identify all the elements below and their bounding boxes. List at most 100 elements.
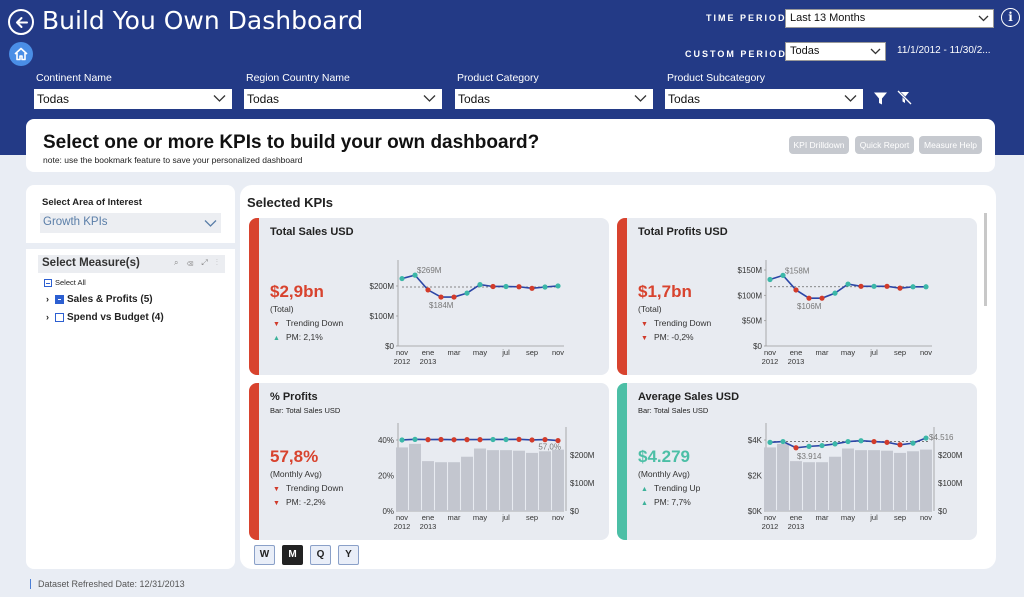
data-point[interactable] [529,285,535,291]
data-point[interactable] [542,284,548,290]
bar-mark[interactable] [513,450,525,511]
data-point[interactable] [923,435,929,441]
bar-mark[interactable] [868,450,880,511]
bar-mark[interactable] [461,456,473,511]
data-point[interactable] [767,439,773,445]
data-point[interactable] [464,290,470,296]
data-point[interactable] [793,287,799,293]
bar-mark[interactable] [474,448,486,511]
kpi-chart[interactable]: $200M $100M $0 $269M $184M nov ene mar may jul sep… [249,218,609,375]
chevron-right-icon[interactable]: › [46,294,49,304]
select-all-option[interactable]: Select All [44,278,86,288]
back-arrow-icon[interactable] [8,9,34,35]
info-icon[interactable]: i [1001,8,1020,27]
region-dropdown[interactable]: Todas [244,89,442,109]
data-point[interactable] [923,284,929,290]
data-point[interactable] [490,283,496,290]
data-point[interactable] [780,272,786,278]
data-point[interactable] [845,438,851,445]
kpi-card[interactable]: Total Profits USD $1,7bn (Total) ▼ Trending … [617,218,977,375]
kpi-card[interactable]: Average Sales USD Bar: Total Sales USD $4.… [617,383,977,540]
data-point[interactable] [477,437,483,443]
checkbox-partial-icon[interactable] [55,294,64,304]
data-point[interactable] [503,436,509,443]
bar-mark[interactable] [920,449,932,511]
data-point[interactable] [793,445,799,451]
checkbox-icon[interactable] [55,312,64,322]
granularity-quarter-button[interactable]: Q [310,545,331,565]
data-point[interactable] [555,283,561,289]
bar-mark[interactable] [907,451,919,511]
data-point[interactable] [884,283,890,289]
data-point[interactable] [477,282,483,288]
data-point[interactable] [832,441,838,447]
data-point[interactable] [780,438,786,445]
data-point[interactable] [832,290,838,296]
data-point[interactable] [858,438,864,444]
time-period-dropdown[interactable]: Last 13 Months [785,9,994,28]
kpi-chart[interactable]: 40% 20% 0% $200M $100M $0 57,0% nov ene mar may jul… [249,383,609,540]
kpi-card[interactable]: % Profits Bar: Total Sales USD 57,8% (Month… [249,383,609,540]
bar-mark[interactable] [803,462,815,511]
data-point[interactable] [871,438,877,445]
data-point[interactable] [529,437,535,443]
data-point[interactable] [399,275,405,282]
data-point[interactable] [806,295,812,301]
data-point[interactable] [516,436,522,442]
data-point[interactable] [819,295,825,301]
data-point[interactable] [871,283,877,289]
category-dropdown[interactable]: Todas [455,89,653,109]
data-point[interactable] [542,437,548,443]
kpi-chart[interactable]: $150M $100M $50M $0 $158M $106M nov ene mar may ju… [617,218,977,375]
data-point[interactable] [438,294,444,300]
data-point[interactable] [451,437,457,443]
custom-period-dropdown[interactable]: Todas [785,42,886,61]
data-point[interactable] [490,436,496,443]
data-point[interactable] [503,283,509,290]
data-point[interactable] [412,436,418,442]
granularity-year-button[interactable]: Y [338,545,359,565]
bar-mark[interactable] [881,450,893,511]
bar-mark[interactable] [894,452,906,511]
kpi-card[interactable]: Total Sales USD $2,9bn (Total) ▼ Trending Do… [249,218,609,375]
data-point[interactable] [412,272,418,278]
filter-icon[interactable] [873,91,888,106]
data-point[interactable] [516,284,522,290]
data-point[interactable] [767,276,773,283]
data-point[interactable] [555,437,561,444]
bar-mark[interactable] [422,461,434,511]
area-of-interest-dropdown[interactable]: Growth KPIs [40,213,221,233]
scrollbar[interactable] [984,213,987,306]
bar-mark[interactable] [539,451,551,511]
quick-report-button[interactable]: Quick Report [855,136,914,154]
bar-mark[interactable] [500,450,512,511]
data-point[interactable] [884,439,890,445]
data-point[interactable] [858,283,864,289]
slicer-toolbar-icons[interactable]: ⌕ ⌫ ⤢ ⋮ [174,258,221,267]
data-point[interactable] [910,440,916,446]
bar-mark[interactable] [435,462,447,511]
bar-mark[interactable] [764,447,776,511]
bar-mark[interactable] [855,450,867,511]
data-point[interactable] [464,437,470,443]
data-point[interactable] [845,281,851,287]
data-point[interactable] [897,285,903,291]
data-point[interactable] [425,287,431,293]
checkbox-partial-icon[interactable] [44,279,52,288]
measure-help-button[interactable]: Measure Help [919,136,982,154]
continent-dropdown[interactable]: Todas [34,89,232,109]
granularity-month-button[interactable]: M [282,545,303,565]
bar-mark[interactable] [777,443,789,511]
data-point[interactable] [438,436,444,443]
bar-mark[interactable] [396,447,408,511]
bar-mark[interactable] [526,452,538,511]
bar-mark[interactable] [842,448,854,511]
data-point[interactable] [425,437,431,443]
clear-filter-icon[interactable] [896,89,913,106]
data-point[interactable] [806,443,812,449]
data-point[interactable] [910,284,916,290]
data-point[interactable] [451,294,457,300]
tree-item-spend-budget[interactable]: › Spend vs Budget (4) [46,312,164,323]
data-point[interactable] [819,442,825,449]
bar-mark[interactable] [448,462,460,511]
